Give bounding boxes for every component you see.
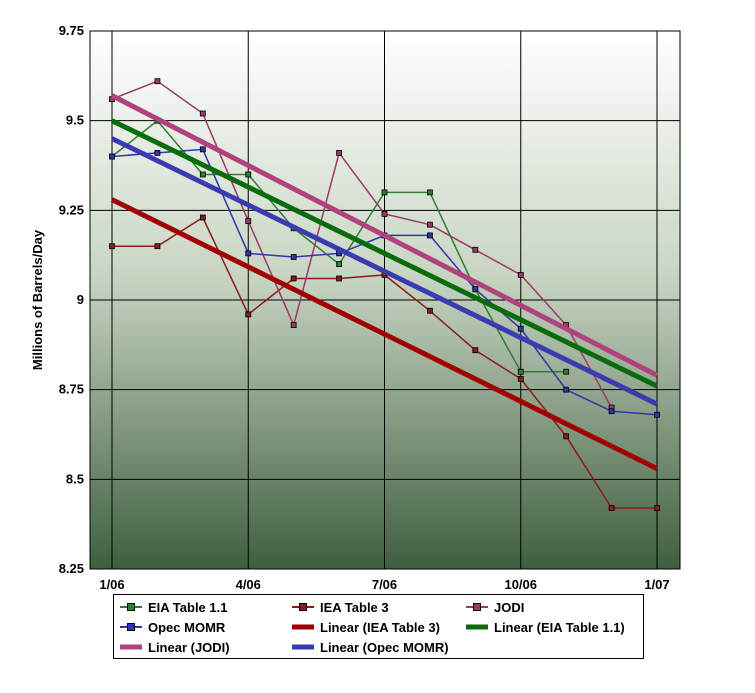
- data-point-iea-table-3: [517, 376, 524, 382]
- legend-label: Linear (JODI): [148, 639, 230, 655]
- data-point-iea-table-3: [154, 243, 161, 250]
- legend-label: Linear (Opec MOMR): [320, 639, 449, 655]
- legend-swatch: [292, 641, 314, 653]
- data-point-jodi: [336, 150, 342, 156]
- data-point-opec-momr: [608, 408, 615, 415]
- legend-label: Linear (EIA Table 1.1): [494, 619, 625, 635]
- x-tick-label: 10/06: [504, 577, 537, 592]
- data-point-iea-table-3: [245, 311, 252, 318]
- y-tick-label: 9.75: [59, 23, 84, 38]
- data-point-jodi: [427, 221, 433, 228]
- data-point-eia-table-1-1: [336, 261, 342, 268]
- data-point-iea-table-3: [199, 214, 206, 221]
- legend-label: EIA Table 1.1: [148, 599, 228, 615]
- y-axis-title: Millions of Barrels/Day: [30, 229, 45, 370]
- series-line-jodi: [111, 80, 613, 408]
- data-point-eia-table-1-1: [427, 189, 433, 196]
- data-point-jodi: [381, 211, 388, 217]
- data-point-jodi: [245, 218, 252, 224]
- legend-item-iea-table-3: IEA Table 3: [292, 597, 389, 617]
- legend-swatch: [466, 601, 488, 613]
- data-point-opec-momr: [517, 325, 524, 332]
- data-point-iea-table-3: [563, 433, 570, 440]
- data-point-opec-momr: [199, 146, 206, 153]
- legend-swatch: [120, 641, 142, 653]
- data-point-iea-table-3: [608, 505, 615, 511]
- data-point-opec-momr: [427, 232, 433, 239]
- series-line-linear-jodi: [110, 93, 659, 378]
- data-point-opec-momr: [563, 386, 570, 393]
- data-point-eia-table-1-1: [245, 171, 252, 178]
- y-tick-label: 8.75: [59, 382, 84, 397]
- y-tick-label: 8.5: [66, 471, 84, 486]
- legend-item-linear-jodi: Linear (JODI): [120, 637, 230, 657]
- legend-item-opec-momr: Opec MOMR: [120, 617, 225, 637]
- data-point-opec-momr: [472, 286, 479, 293]
- legend-item-linear-opec-momr: Linear (Opec MOMR): [292, 637, 449, 657]
- legend-item-jodi: JODI: [466, 597, 524, 617]
- data-point-jodi: [472, 246, 479, 253]
- x-tick-label: 4/06: [236, 577, 261, 592]
- y-tick-label: 8.25: [59, 561, 84, 576]
- data-point-iea-table-3: [109, 243, 115, 250]
- x-tick-label: 1/06: [99, 577, 124, 592]
- data-point-jodi: [199, 110, 206, 117]
- legend-swatch: [292, 601, 314, 613]
- legend-swatch: [466, 621, 488, 633]
- series-line-linear-opec-momr: [110, 136, 659, 407]
- data-point-jodi: [154, 78, 161, 85]
- data-point-eia-table-1-1: [199, 171, 206, 178]
- y-tick-label: 9: [77, 292, 84, 307]
- data-point-opec-momr: [154, 150, 161, 156]
- data-point-eia-table-1-1: [381, 189, 388, 196]
- data-point-opec-momr: [654, 411, 660, 418]
- plot-border: [89, 30, 681, 570]
- legend-swatch: [120, 601, 142, 613]
- legend-swatch: [120, 621, 142, 633]
- legend-item-linear-eia-table-1-1: Linear (EIA Table 1.1): [466, 617, 625, 637]
- series-line-linear-eia-table-1-1: [110, 118, 659, 389]
- data-point-opec-momr: [109, 153, 115, 160]
- data-point-iea-table-3: [336, 275, 342, 282]
- y-tick-label: 9.25: [59, 202, 84, 217]
- legend-swatch: [292, 621, 314, 633]
- data-point-opec-momr: [245, 250, 252, 257]
- data-point-iea-table-3: [427, 307, 433, 314]
- legend-label: Linear (IEA Table 3): [320, 619, 440, 635]
- data-point-iea-table-3: [472, 347, 479, 354]
- legend-item-linear-iea-table-3: Linear (IEA Table 3): [292, 617, 440, 637]
- data-point-eia-table-1-1: [563, 368, 570, 375]
- legend-label: Opec MOMR: [148, 619, 226, 635]
- data-point-jodi: [290, 322, 297, 329]
- data-point-iea-table-3: [290, 275, 297, 282]
- legend-label: IEA Table 3: [320, 599, 389, 615]
- legend-label: JODI: [494, 599, 525, 615]
- data-point-jodi: [517, 271, 524, 278]
- series-line-linear-iea-table-3: [110, 197, 659, 471]
- x-tick-label: 7/06: [372, 577, 397, 592]
- y-tick-label: 9.5: [66, 113, 84, 128]
- data-point-iea-table-3: [654, 505, 660, 511]
- legend-item-eia-table-1-1: EIA Table 1.1: [120, 597, 227, 617]
- chart-legend: EIA Table 1.1 IEA Table 3 JODI Opec MOMR Lin…: [113, 594, 644, 659]
- data-point-opec-momr: [290, 254, 297, 260]
- data-point-eia-table-1-1: [517, 368, 524, 375]
- x-tick-label: 1/07: [644, 577, 669, 592]
